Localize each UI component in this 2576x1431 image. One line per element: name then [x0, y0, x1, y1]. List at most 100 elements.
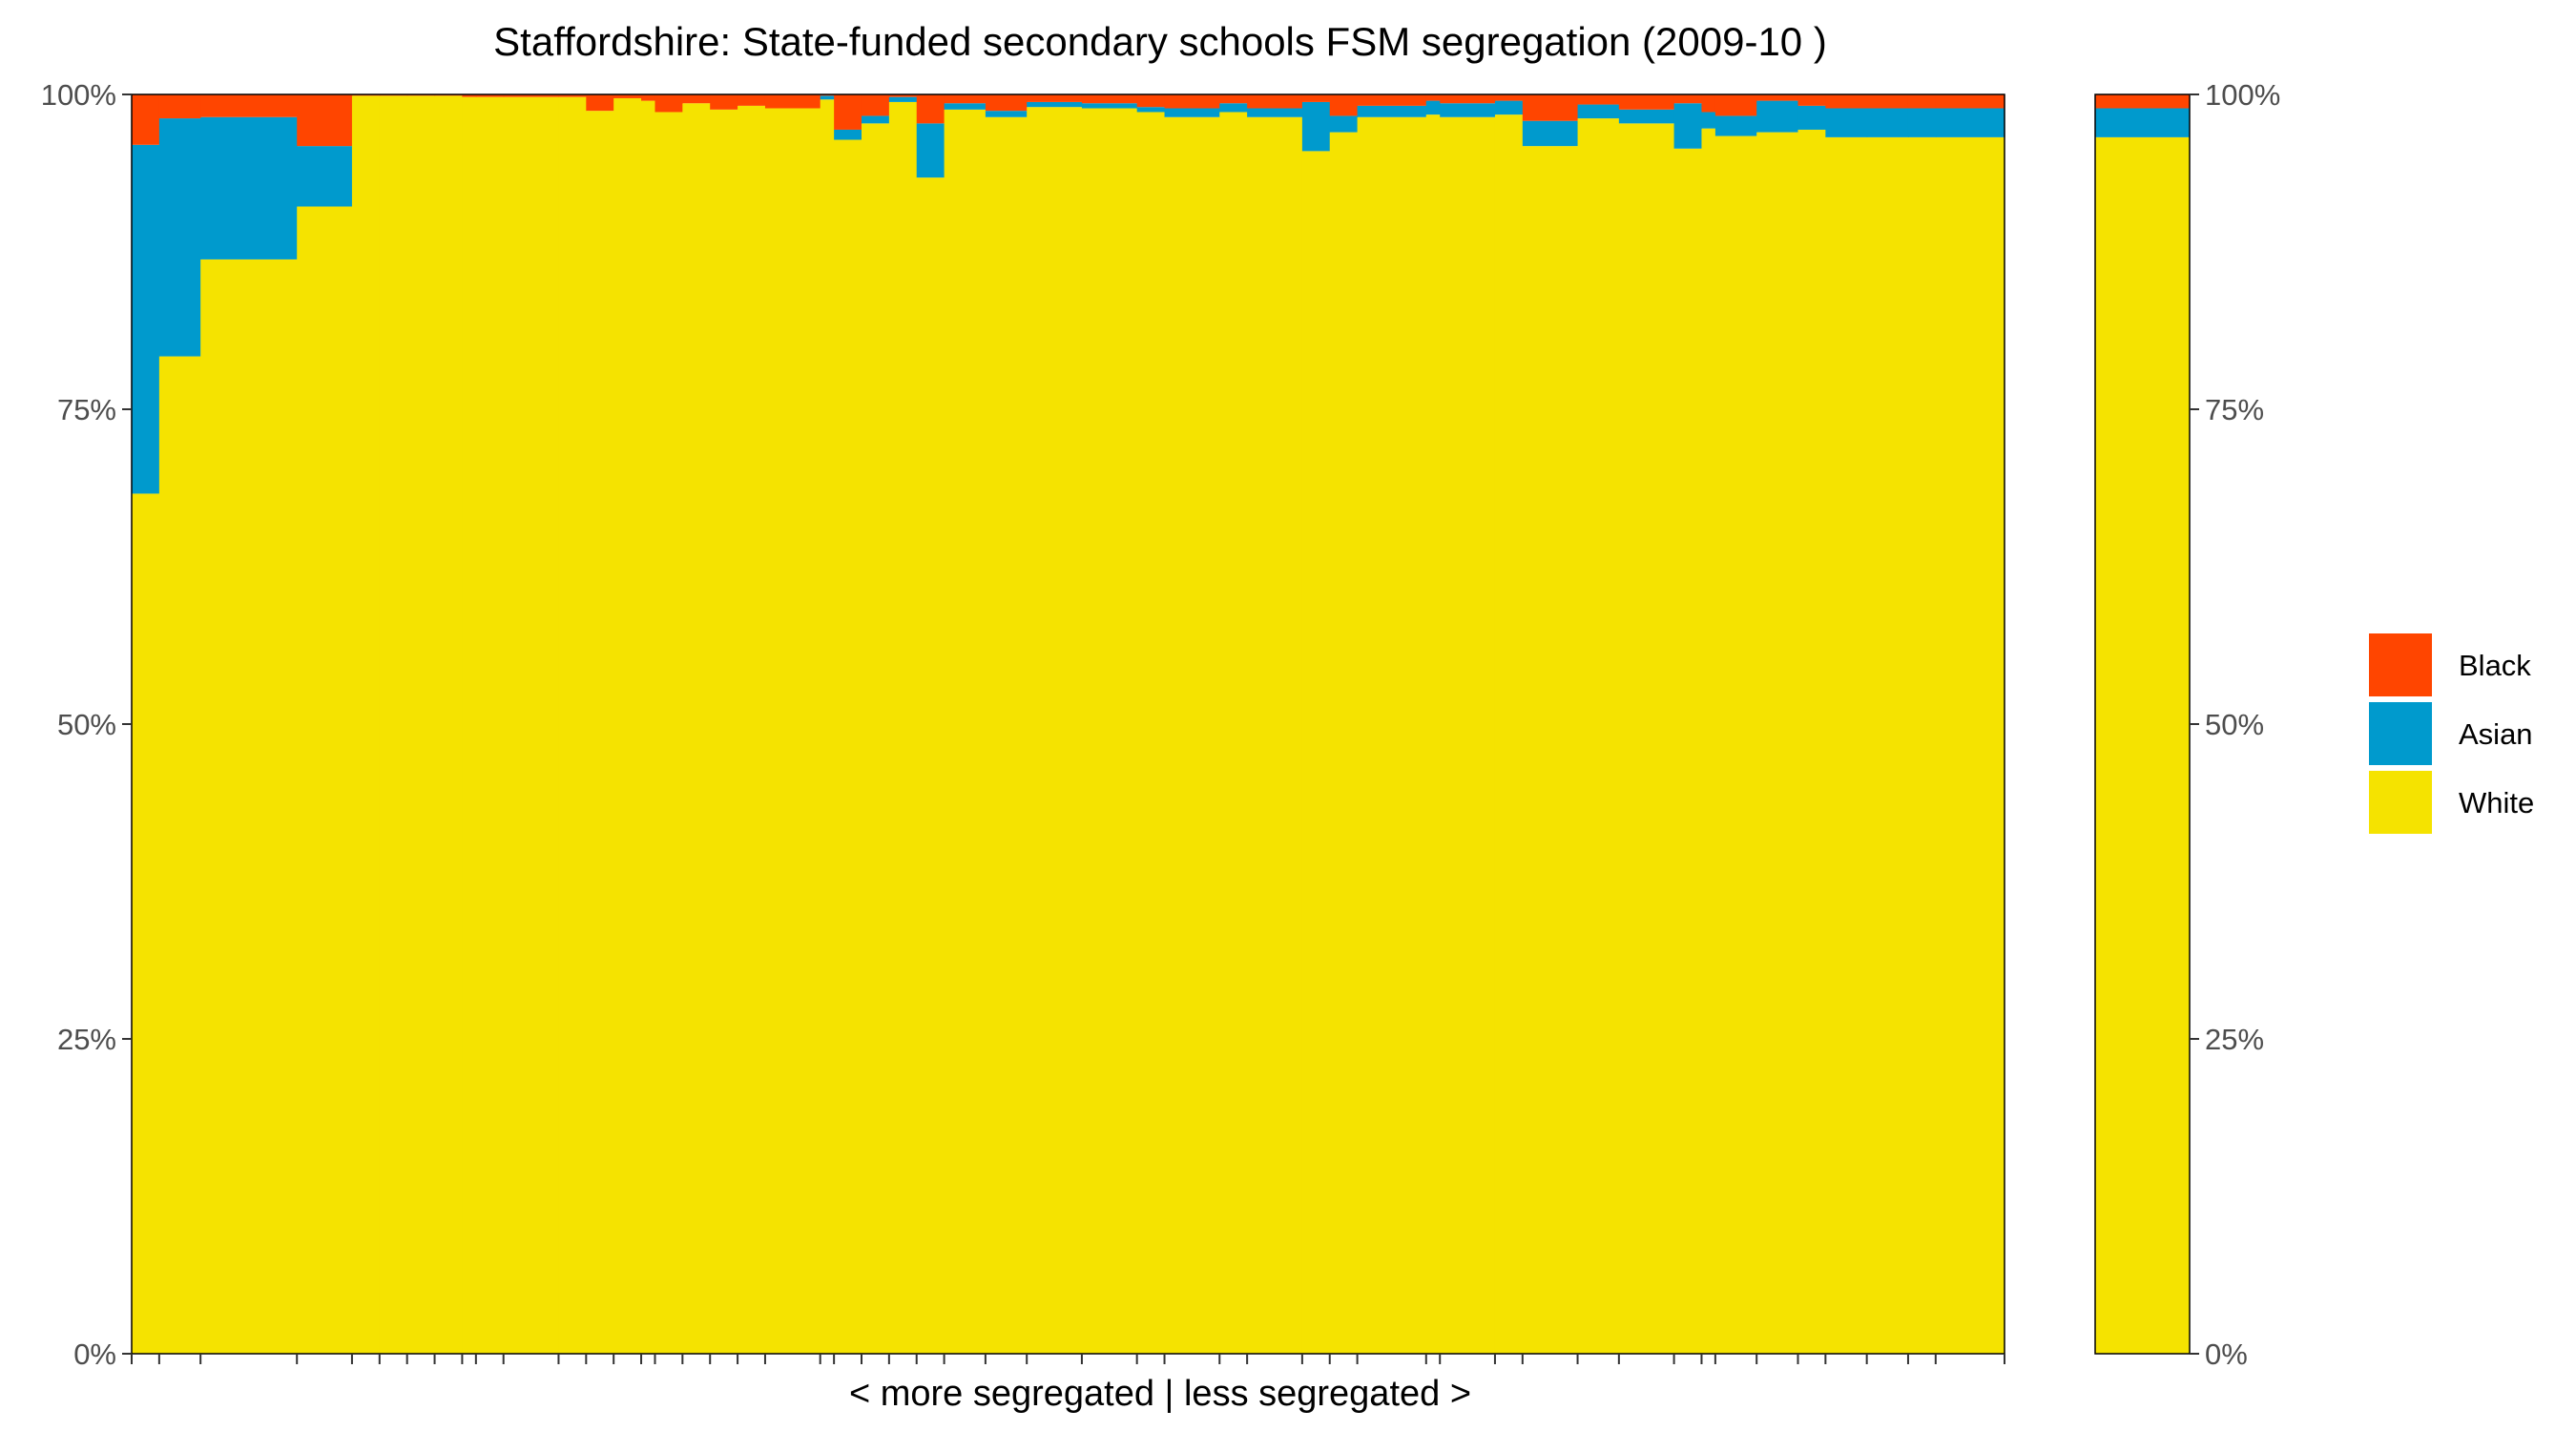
bar-segment-black-14 — [641, 94, 656, 101]
bar-segment-asian-34 — [1329, 115, 1359, 133]
bar-segment-black-10 — [503, 94, 560, 97]
bar-segment-asian-44 — [1714, 115, 1757, 136]
bar-segment-asian-46 — [1797, 105, 1826, 130]
bar-segment-black-1 — [158, 94, 201, 119]
legend-label-asian: Asian — [2459, 717, 2533, 751]
bar-segment-asian-39 — [1522, 120, 1579, 147]
bar-segment-white-27 — [1027, 107, 1083, 1355]
bar-segment-white-37 — [1440, 116, 1496, 1354]
y-tick-label-right-3: 75% — [2205, 393, 2264, 426]
bar-segment-white-50 — [1935, 136, 2005, 1354]
bar-segment-white-18 — [737, 105, 766, 1354]
bar-segment-white-28 — [1081, 108, 1138, 1354]
bar-segment-white-44 — [1714, 135, 1757, 1354]
bar-segment-white-10 — [503, 96, 560, 1354]
y-tick-label-right-2: 50% — [2205, 708, 2264, 741]
bar-segment-asian-25 — [944, 103, 987, 110]
bar-segment-white-0 — [132, 493, 160, 1354]
bar-segment-white-49 — [1907, 136, 1937, 1354]
bar-segment-black-26 — [985, 94, 1028, 112]
bar-segment-black-3 — [297, 94, 353, 147]
bar-segment-asian-33 — [1301, 101, 1331, 152]
bar-segment-black-49 — [1907, 94, 1937, 109]
bar-segment-white-43 — [1701, 128, 1716, 1354]
bar-segment-black-44 — [1714, 94, 1757, 116]
bar-segment-white-1 — [158, 356, 201, 1354]
bar-segment-black-16 — [682, 94, 711, 104]
bar-segment-white-16 — [682, 103, 711, 1355]
bar-segment-black-2 — [200, 94, 298, 117]
bar-segment-white-47 — [1825, 136, 1868, 1354]
bar-segment-asian-38 — [1494, 100, 1524, 115]
bar-segment-black-27 — [1027, 94, 1083, 102]
bar-segment-white-25 — [944, 109, 987, 1355]
x-axis-label: < more segregated | less segregated > — [849, 1374, 1471, 1414]
y-tick-label-right-1: 25% — [2205, 1023, 2264, 1056]
plot-area-overall — [2094, 93, 2191, 1355]
bar-segment-asian-22 — [861, 115, 890, 124]
bar-segment-white-30 — [1164, 116, 1220, 1354]
bar-segment-black-29 — [1136, 94, 1166, 108]
bar-segment-asian-26 — [985, 111, 1028, 117]
bar-segment-black-12 — [586, 94, 614, 112]
bar-segment-asian-49 — [1907, 108, 1937, 137]
legend-key-white — [2369, 771, 2432, 834]
bar-segment-white-9 — [475, 96, 505, 1354]
bar-segment-black-46 — [1797, 94, 1826, 106]
y-axis-left: 0% 25% 50% 75% 100% — [41, 78, 132, 1371]
bar-segment-black-11 — [558, 94, 587, 97]
bar-segment-black-21 — [834, 94, 862, 130]
bar-segment-white-21 — [834, 139, 862, 1354]
bar-segment-black-45 — [1756, 94, 1799, 101]
bar-segment-white-4 — [351, 95, 381, 1355]
bar-segment-asian-50 — [1935, 108, 2005, 137]
bar-segment-white-26 — [985, 116, 1028, 1354]
bar-segment-black-42 — [1673, 94, 1703, 104]
bar-segment-asian-3 — [297, 146, 353, 207]
bar-segment-asian-31 — [1219, 103, 1248, 113]
y-tick-label-left-1: 25% — [57, 1023, 116, 1056]
legend-label-black: Black — [2459, 649, 2531, 682]
bar-segment-black-30 — [1164, 94, 1220, 109]
bar-segment-white-45 — [1756, 132, 1799, 1355]
bar-segment-asian-36 — [1425, 100, 1441, 115]
bar-segment-black-23 — [888, 94, 918, 97]
bar-segment-asian-41 — [1618, 109, 1675, 124]
bar-segment-asian-28 — [1081, 103, 1138, 109]
bar-segment-black-47 — [1825, 94, 1868, 109]
bar-segment-asian-0 — [132, 144, 160, 494]
bar-segment-white-31 — [1219, 112, 1248, 1355]
bar-segment-black-0 — [132, 94, 160, 145]
bar-segment-black-40 — [1577, 94, 1620, 105]
bar-segment-white-12 — [586, 111, 614, 1354]
bar-segment-black-41 — [1618, 94, 1675, 110]
bar-segment-black-28 — [1081, 94, 1138, 104]
bar-segment-white-29 — [1136, 112, 1166, 1355]
bar-segment-white-2 — [200, 259, 298, 1354]
bar-segment-black-33 — [1301, 94, 1331, 102]
bar-segment-black-13 — [613, 94, 642, 98]
bar-segment-white-5 — [379, 95, 408, 1355]
bar-segment-white-22 — [861, 123, 890, 1355]
y-tick-label-left-0: 0% — [73, 1338, 116, 1371]
bar-segment-white-13 — [613, 97, 642, 1355]
bar-segment-white-3 — [297, 206, 353, 1355]
bar-segment-black-48 — [1866, 94, 1909, 109]
bar-segment-white-41 — [1618, 123, 1675, 1355]
bar-segment-white-14 — [641, 100, 656, 1355]
plot-area-schools — [131, 93, 2005, 1355]
bar-segment-black-37 — [1440, 94, 1496, 104]
bar-segment-asian-43 — [1701, 112, 1716, 129]
overall-segment-white — [2095, 136, 2190, 1354]
bar-segment-asian-20 — [820, 95, 835, 100]
chart-title: Staffordshire: State-funded secondary sc… — [493, 19, 1827, 64]
bar-segment-asian-32 — [1247, 108, 1303, 117]
bar-segment-white-17 — [710, 109, 738, 1355]
bar-segment-white-7 — [434, 95, 464, 1355]
bar-segment-black-31 — [1219, 94, 1248, 104]
bar-segment-white-33 — [1301, 151, 1331, 1354]
bar-segment-white-11 — [558, 96, 587, 1354]
bar-segment-black-38 — [1494, 94, 1524, 101]
bar-segment-black-19 — [764, 94, 821, 109]
bar-segment-white-39 — [1522, 146, 1579, 1354]
